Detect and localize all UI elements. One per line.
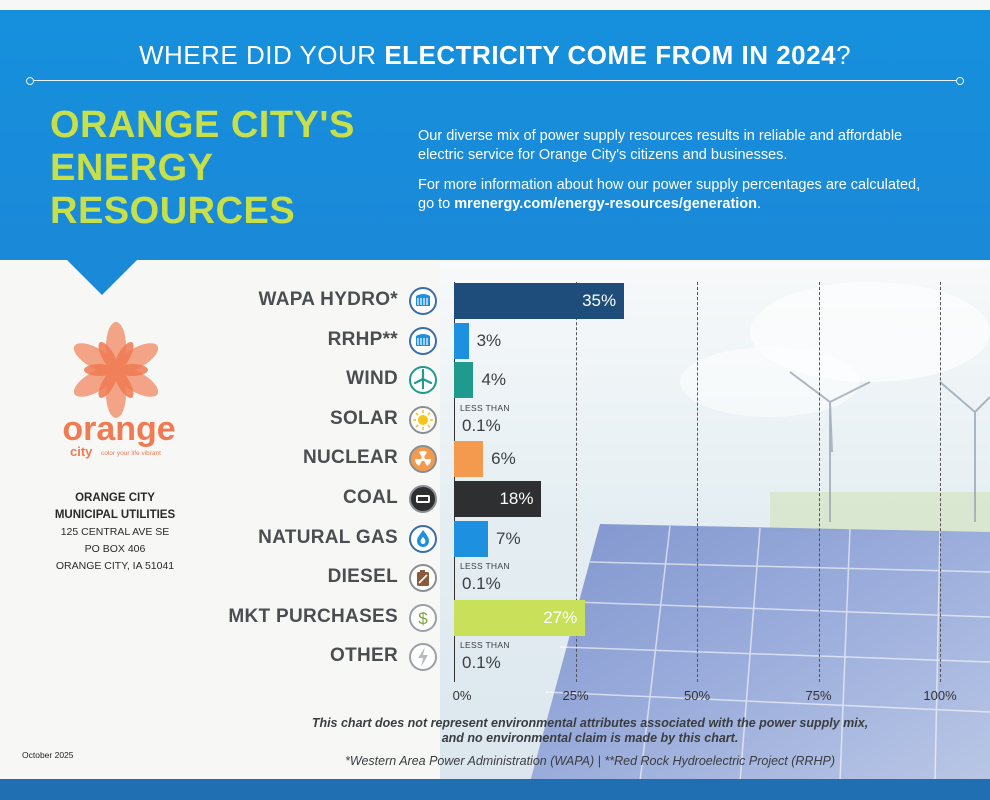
less-than-label-diesel: LESS THAN — [460, 561, 510, 572]
chart-disclaimer: This chart does not represent environmen… — [311, 716, 869, 745]
dollar-icon: $ — [408, 603, 438, 633]
value-label-solar: 0.1% — [462, 415, 501, 435]
org-address: ORANGE CITY MUNICIPAL UTILITIES 125 CENT… — [54, 492, 176, 572]
gridline-50 — [697, 282, 698, 682]
category-label-nuclear: NUCLEAR — [303, 447, 398, 469]
value-label-rrhp: 3% — [476, 330, 502, 350]
x-tick-25: 25% — [562, 688, 589, 703]
value-label-wind: 4% — [481, 370, 507, 390]
divider-dot-right — [956, 77, 964, 85]
title-divider — [30, 80, 960, 81]
bar-wapa-hydro — [454, 283, 625, 319]
banner-pointer — [66, 259, 138, 295]
logo-word: orange — [62, 410, 175, 448]
value-label-wapa-hydro: 35% — [582, 291, 617, 310]
gridline-25 — [575, 282, 577, 682]
wind-turbine-icon — [408, 365, 438, 395]
svg-text:$: $ — [418, 609, 428, 628]
value-label-mkt-purchases: 27% — [543, 607, 578, 627]
hydro-dam-icon — [408, 286, 438, 316]
category-label-natural-gas: NATURAL GAS — [258, 526, 398, 548]
x-tick-75: 75% — [805, 688, 832, 703]
divider-dot-left — [26, 77, 34, 85]
radiation-icon — [408, 444, 438, 474]
category-label-wapa-hydro: WAPA HYDRO* — [258, 289, 398, 310]
gridline-75 — [818, 282, 820, 682]
bar-coal — [454, 481, 542, 517]
logo-sub-word: city — [70, 444, 93, 459]
intro-text: Our diverse mix of power supply resource… — [418, 128, 921, 212]
logo-tagline: color your life vibrant — [101, 450, 161, 457]
solar-wind-background — [440, 262, 990, 782]
orange-flower-logo: orange city color your life vibrant — [62, 322, 176, 459]
publish-date: October 2025 — [22, 750, 74, 760]
category-label-rrhp: RRHP** — [327, 328, 398, 350]
x-tick-0: 0% — [452, 688, 472, 703]
hydro-dam-icon — [408, 326, 438, 356]
bar-nuclear — [454, 441, 484, 478]
value-label-natural-gas: 7% — [496, 528, 521, 548]
gridline-100 — [940, 282, 941, 682]
bar-natural-gas — [454, 520, 489, 557]
category-label-solar: SOLAR — [330, 407, 398, 429]
value-label-diesel: 0.1% — [462, 574, 501, 594]
bar-wind — [454, 362, 474, 399]
bar-mkt-purchases — [454, 599, 586, 636]
abbreviation-footnote: *Western Area Power Administration (WAPA… — [345, 754, 835, 768]
value-label-nuclear: 6% — [491, 449, 516, 469]
section-heading: ORANGE CITY'S ENERGY RESOURCES — [50, 104, 355, 232]
category-label-wind: WIND — [346, 368, 398, 390]
flame-icon — [408, 524, 438, 554]
less-than-label-solar: LESS THAN — [460, 402, 510, 413]
bar-rrhp — [454, 322, 469, 359]
fuel-can-icon — [408, 563, 438, 593]
header-banner — [0, 10, 990, 260]
category-label-coal: COAL — [342, 487, 398, 508]
page-title: WHERE DID YOUR ELECTRICITY COME FROM IN … — [138, 40, 852, 70]
category-label-other: OTHER — [330, 645, 398, 667]
sun-icon — [408, 405, 438, 435]
coal-icon — [408, 484, 438, 514]
footer-band — [0, 779, 990, 800]
category-label-mkt-purchases: MKT PURCHASES — [228, 605, 398, 627]
category-label-diesel: DIESEL — [327, 566, 398, 588]
lightning-icon — [408, 642, 438, 672]
x-tick-50: 50% — [683, 688, 711, 703]
x-tick-100: 100% — [923, 688, 957, 703]
less-than-label-other: LESS THAN — [460, 640, 510, 651]
value-label-coal: 18% — [499, 489, 534, 508]
resources-link[interactable]: mrenergy.com/energy-resources/generation — [454, 196, 758, 212]
value-label-other: 0.1% — [462, 653, 501, 673]
